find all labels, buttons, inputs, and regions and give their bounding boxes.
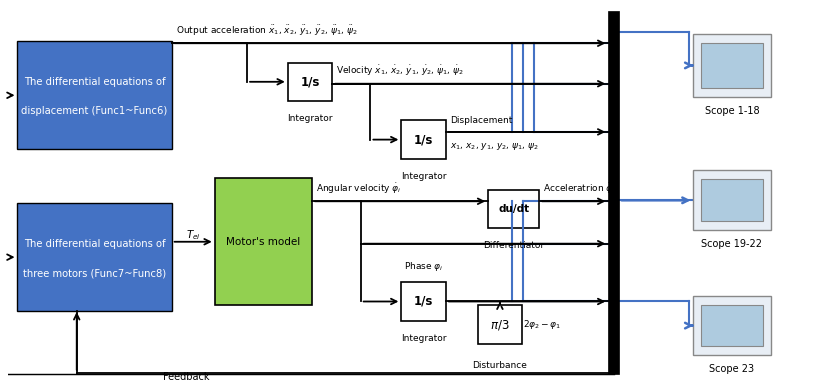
Text: Feedback: Feedback [163, 372, 210, 382]
FancyBboxPatch shape [288, 63, 332, 101]
Text: Differentiator: Differentiator [483, 241, 544, 250]
FancyBboxPatch shape [694, 170, 770, 230]
FancyBboxPatch shape [401, 120, 446, 159]
FancyBboxPatch shape [608, 11, 619, 373]
Text: The differential equations of: The differential equations of [24, 239, 165, 249]
Text: Velocity $\dot{x}_1$, $\dot{x}_2$, $\dot{y}_1$, $\dot{y}_2$, $\dot{\psi}_1$, $\d: Velocity $\dot{x}_1$, $\dot{x}_2$, $\dot… [336, 65, 464, 78]
Text: The differential equations of: The differential equations of [24, 77, 165, 87]
Text: $2\varphi_2 - \varphi_1$: $2\varphi_2 - \varphi_1$ [524, 318, 561, 331]
Text: Output acceleration $\ddot{x}_1$, $\ddot{x}_2$, $\ddot{y}_1$, $\ddot{y}_2$, $\dd: Output acceleration $\ddot{x}_1$, $\ddot… [176, 24, 357, 38]
FancyBboxPatch shape [17, 41, 172, 149]
Text: Motor's model: Motor's model [226, 237, 301, 247]
Text: du/dt: du/dt [498, 204, 529, 214]
Text: 1/s: 1/s [414, 295, 433, 308]
Text: Integrator: Integrator [287, 114, 333, 123]
FancyBboxPatch shape [478, 305, 522, 344]
Text: Phase $\varphi_i$: Phase $\varphi_i$ [404, 260, 443, 273]
FancyBboxPatch shape [694, 296, 770, 355]
Text: Integrator: Integrator [401, 334, 446, 343]
Text: 1/s: 1/s [300, 75, 320, 88]
Text: 1/s: 1/s [414, 133, 433, 146]
FancyBboxPatch shape [701, 179, 763, 221]
Text: Scope 19-22: Scope 19-22 [701, 239, 763, 249]
Text: Displacement: Displacement [450, 116, 512, 125]
FancyBboxPatch shape [215, 178, 312, 305]
Text: $x_1$, $x_2$, $y_1$, $y_2$, $\psi_1$, $\psi_2$: $x_1$, $x_2$, $y_1$, $y_2$, $\psi_1$, $\… [450, 141, 538, 152]
Text: Scope 23: Scope 23 [709, 364, 755, 374]
Text: Integrator: Integrator [401, 172, 446, 181]
FancyBboxPatch shape [401, 282, 446, 321]
Text: $T_{ei}$: $T_{ei}$ [186, 228, 201, 242]
Text: Angular velocity $\dot{\varphi}_i$: Angular velocity $\dot{\varphi}_i$ [316, 182, 402, 196]
FancyBboxPatch shape [701, 43, 763, 88]
FancyBboxPatch shape [17, 203, 172, 311]
Text: Scope 1-18: Scope 1-18 [704, 106, 760, 116]
Text: three motors (Func7~Func8): three motors (Func7~Func8) [23, 268, 166, 278]
FancyBboxPatch shape [488, 190, 539, 228]
Text: Disturbance: Disturbance [473, 361, 528, 369]
Text: Acceleratrion $\ddot{\varphi}_i$: Acceleratrion $\ddot{\varphi}_i$ [543, 182, 616, 196]
Text: displacement (Func1~Func6): displacement (Func1~Func6) [21, 106, 168, 117]
FancyBboxPatch shape [694, 34, 770, 97]
Text: $\pi$/3: $\pi$/3 [490, 317, 510, 332]
FancyBboxPatch shape [701, 305, 763, 346]
